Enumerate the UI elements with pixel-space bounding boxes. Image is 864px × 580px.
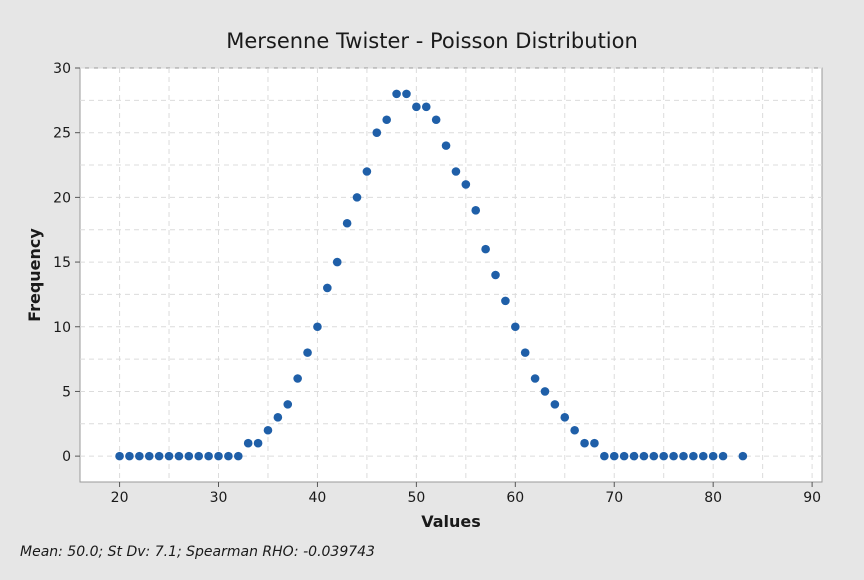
data-point	[639, 451, 649, 461]
data-point	[461, 180, 471, 189]
data-point	[580, 438, 589, 448]
data-point	[649, 451, 659, 461]
plot-area	[79, 67, 823, 483]
x-axis-label: Values	[421, 512, 481, 531]
axes: 20 30 40 50 60 70 80 90 0 5 10 15 20 25 30	[53, 61, 821, 506]
data-point	[550, 400, 560, 409]
data-point	[154, 451, 164, 461]
data-point	[174, 451, 184, 461]
y-tick-label: 10	[53, 320, 71, 336]
data-point	[224, 451, 233, 461]
data-point	[530, 374, 540, 383]
data-point	[491, 270, 500, 280]
data-point	[283, 400, 293, 409]
data-point	[184, 451, 194, 461]
data-point	[164, 451, 174, 461]
data-point	[520, 348, 530, 357]
data-point	[352, 193, 362, 202]
data-point	[233, 451, 243, 461]
y-tick-label: 25	[53, 126, 71, 142]
x-tick-label: 50	[407, 490, 425, 506]
data-point	[560, 413, 570, 422]
x-tick-label: 40	[309, 490, 327, 506]
data-point	[501, 296, 510, 306]
data-point	[708, 451, 718, 461]
data-point	[451, 167, 461, 176]
gridlines	[80, 67, 822, 482]
data-point	[342, 218, 352, 228]
data-point	[570, 425, 579, 435]
data-point	[718, 451, 728, 461]
y-tick-label: 0	[62, 449, 71, 465]
data-point	[431, 115, 441, 125]
data-point	[481, 244, 490, 254]
data-point	[263, 425, 273, 435]
data-point	[125, 451, 134, 461]
x-tick-label: 70	[605, 490, 623, 506]
y-axis-label: Frequency	[25, 228, 44, 322]
data-point	[293, 374, 302, 383]
stats-footer: Mean: 50.0; St Dv: 7.1; Spearman RHO: -0…	[20, 544, 375, 560]
data-point	[421, 102, 431, 112]
data-point	[689, 451, 698, 461]
data-point	[243, 438, 253, 448]
data-point	[253, 438, 263, 448]
data-point	[698, 451, 708, 461]
data-point	[332, 257, 342, 267]
data-point	[600, 451, 609, 461]
data-point	[679, 451, 688, 461]
chart-title: Mersenne Twister - Poisson Distribution	[226, 29, 638, 53]
data-point	[144, 451, 154, 461]
data-point	[511, 322, 520, 332]
data-point	[609, 451, 619, 461]
data-point	[629, 451, 639, 461]
data-point	[323, 283, 332, 293]
x-tick-label: 60	[506, 490, 524, 506]
y-tick-label: 5	[62, 384, 71, 400]
data-point	[738, 451, 748, 461]
data-point	[540, 387, 550, 396]
x-tick-label: 20	[111, 490, 129, 506]
data-point	[362, 167, 372, 176]
data-point	[273, 413, 283, 422]
data-point	[303, 348, 312, 357]
data-point	[471, 206, 481, 215]
y-tick-label: 20	[53, 190, 71, 206]
data-point	[590, 438, 599, 448]
data-point	[382, 115, 391, 125]
data-point	[204, 451, 213, 461]
x-tick-label: 90	[803, 490, 821, 506]
data-point	[313, 322, 322, 332]
data-point	[402, 89, 411, 99]
data-point	[214, 451, 223, 461]
data-point	[194, 451, 204, 461]
data-point	[441, 141, 451, 150]
data-point	[135, 451, 144, 461]
x-tick-label: 80	[704, 490, 722, 506]
y-tick-label: 30	[53, 61, 71, 77]
data-point	[372, 128, 382, 137]
x-tick-label: 30	[210, 490, 228, 506]
data-point	[392, 89, 401, 99]
data-point	[669, 451, 678, 461]
data-point	[619, 451, 629, 461]
data-points	[115, 89, 748, 461]
data-point	[412, 102, 421, 112]
y-tick-label: 15	[53, 255, 71, 271]
data-point	[659, 451, 669, 461]
data-point	[115, 451, 124, 461]
